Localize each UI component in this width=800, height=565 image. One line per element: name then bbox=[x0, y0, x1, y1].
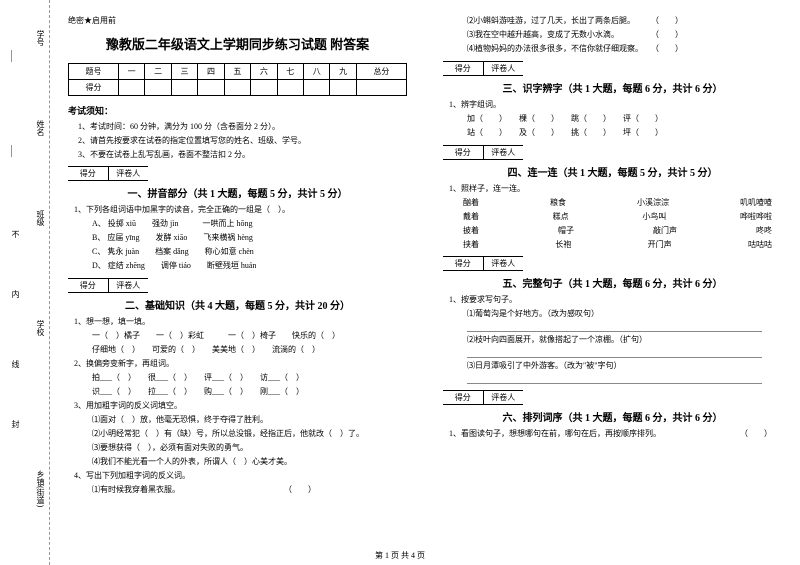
s5-i3: ⑶日月潭吸引了中外游客。（改为"被"字句） bbox=[467, 360, 782, 372]
s5-i2: ⑵枝叶向四面展开，就像搭起了一个凉棚。（扩句） bbox=[467, 334, 782, 346]
s4-r2: 披着 帽子 敲门声 咚咚 bbox=[463, 225, 772, 236]
s2-q3d: ⑷我们不能光看一个人的外表，所谓人（ ）心美才美。 bbox=[92, 456, 407, 468]
s2-q3a: ⑴面对（ ）放，他毫无恐惧，终于夺得了胜利。 bbox=[92, 414, 407, 426]
s5-i1: ⑴葡萄沟是个好地方。（改为感叹句） bbox=[467, 308, 782, 320]
bind-label-class: 班级 bbox=[35, 210, 46, 226]
th-2: 二 bbox=[145, 64, 171, 80]
s2-q4a: ⑴有时候我穿着黑衣服。 （ ） bbox=[92, 484, 407, 496]
sh-score: 得分 bbox=[68, 167, 109, 180]
bind-label-school: 学校 bbox=[35, 320, 46, 336]
bind-mark-feng: 封 bbox=[10, 420, 21, 428]
s2-q1a: 一（ ）橘子 一（ ）彩虹 一（ ）椅子 快乐的（ ） bbox=[92, 330, 407, 342]
binding-margin: 学号 姓名 班级 学校 乡镇(街道) ___ ___ 不 内 线 封 bbox=[0, 0, 50, 565]
s5-stem: 1、按要求写句子。 bbox=[449, 294, 782, 306]
s4-r1: 戴着 糕点 小鸟叫 哗啦哗啦 bbox=[463, 211, 772, 222]
sec-head-5: 得分 评卷人 bbox=[443, 256, 523, 271]
rt-2: ⑶我在空中越升越高，变成了无数小水滴。 （ ） bbox=[467, 29, 782, 41]
s1-title: 一、拼音部分（共 1 大题，每题 5 分，共计 5 分） bbox=[68, 185, 407, 200]
s4-stem: 1、照样子，连一连。 bbox=[449, 183, 782, 195]
left-column: 绝密★启用前 豫教版二年级语文上学期同步练习试题 附答案 题号 一 二 三 四 … bbox=[50, 0, 425, 565]
s1-b: B、 应届 yīng 发酵 xiāo 飞来横祸 hèng bbox=[92, 232, 407, 244]
s1-a: A、 投掷 xiū 强劲 jìn 一哄而上 hōng bbox=[92, 218, 407, 230]
s5-blank-2 bbox=[467, 348, 762, 358]
th-1: 一 bbox=[118, 64, 144, 80]
s2-q1b: 仔细地（ ） 可爱的（ ） 美美地（ ） 流淌的（ ） bbox=[92, 344, 407, 356]
th-5: 五 bbox=[224, 64, 250, 80]
s2-q2b: 识___（ ） 拉___（ ） 购___（ ） 刚___（ ） bbox=[92, 386, 407, 398]
sec-head-1: 得分 评卷人 bbox=[68, 166, 148, 181]
score-table: 题号 一 二 三 四 五 六 七 八 九 总分 得分 bbox=[68, 63, 407, 96]
notice-title: 考试须知： bbox=[68, 104, 407, 117]
s1-stem: 1、下列各组词语中加黑字的读音，完全正确的一组是（ ）。 bbox=[74, 204, 407, 216]
notice-2: 2、请首先按要求在试卷的指定位置填写您的姓名、班级、学号。 bbox=[78, 135, 407, 146]
th-8: 八 bbox=[304, 64, 330, 80]
s6-stem: 1、看图读句子，想想哪句在前，哪句在后，再按顺序排列。 （ ） bbox=[449, 428, 782, 440]
s2-q2a: 拍___（ ） 很___（ ） 评___（ ） 访___（ ） bbox=[92, 372, 407, 384]
bind-label-town: 乡镇(街道) bbox=[35, 470, 46, 507]
s1-d: D、 症结 zhēng 调停 tiáo 断壁残垣 huán bbox=[92, 260, 407, 272]
th-3: 三 bbox=[171, 64, 197, 80]
bind-label-xuehao: 学号 bbox=[35, 30, 46, 46]
s3-r2: 站（ ） 及（ ） 挑（ ） 坪（ ） bbox=[467, 127, 782, 139]
s4-title: 四、连一连（共 1 大题，每题 5 分，共计 5 分） bbox=[443, 164, 782, 179]
th-4: 四 bbox=[198, 64, 224, 80]
s3-r1: 加（ ） 棵（ ） 跳（ ） 评（ ） bbox=[467, 113, 782, 125]
s2-q3: 3、用加粗字词的反义词填空。 bbox=[74, 400, 407, 412]
s6-title: 六、排列词序（共 1 大题，每题 6 分，共计 6 分） bbox=[443, 409, 782, 424]
bind-mark-0: ___ bbox=[10, 50, 19, 62]
bind-mark-2: 不 bbox=[10, 230, 21, 238]
right-column: ⑵小蝌蚪游哇游，过了几天，长出了两条后腿。 （ ） ⑶我在空中越升越高，变成了无… bbox=[425, 0, 800, 565]
s5-blank-1 bbox=[467, 322, 762, 332]
s3-stem: 1、辨字组词。 bbox=[449, 99, 782, 111]
s5-blank-3 bbox=[467, 374, 762, 384]
s4-r3: 挟着 长袍 开门声 咕咕咕 bbox=[463, 239, 772, 250]
rt-3: ⑷植物妈妈的办法很多很多，不信你就仔细观察。 （ ） bbox=[467, 43, 782, 55]
s2-title: 二、基础知识（共 4 大题，每题 5 分，共计 20 分） bbox=[68, 297, 407, 312]
page-footer: 第 1 页 共 4 页 bbox=[0, 550, 800, 561]
secret-mark: 绝密★启用前 bbox=[68, 15, 407, 26]
s2-q3b: ⑵小明经常犯（ ）有（缺）号，所以总没锻，经指正后，他就改（ ）了。 bbox=[92, 428, 407, 440]
notice-1: 1、考试时间：60 分钟，满分为 100 分（含卷面分 2 分）。 bbox=[78, 121, 407, 132]
s5-title: 五、完整句子（共 1 大题，每题 6 分，共计 6 分） bbox=[443, 275, 782, 290]
sec-head-4: 得分 评卷人 bbox=[443, 145, 523, 160]
exam-title: 豫教版二年级语文上学期同步练习试题 附答案 bbox=[68, 34, 407, 53]
s2-q4: 4、写出下列加粗字词的反义词。 bbox=[74, 470, 407, 482]
sec-head-3: 得分 评卷人 bbox=[443, 61, 523, 76]
row-label: 得分 bbox=[69, 80, 119, 96]
th-7: 七 bbox=[277, 64, 303, 80]
sec-head-6: 得分 评卷人 bbox=[443, 390, 523, 405]
bind-label-name: 姓名 bbox=[35, 120, 46, 136]
bind-mark-1: ___ bbox=[10, 145, 19, 157]
rt-1: ⑵小蝌蚪游哇游，过了几天，长出了两条后腿。 （ ） bbox=[467, 15, 782, 27]
bind-mark-xian: 线 bbox=[10, 360, 21, 368]
s3-title: 三、识字辨字（共 1 大题，每题 6 分，共计 6 分） bbox=[443, 80, 782, 95]
s2-q3c: ⑶要想获得（ ），必须有面对失败的勇气。 bbox=[92, 442, 407, 454]
bind-mark-in: 内 bbox=[10, 290, 21, 298]
th-6: 六 bbox=[251, 64, 277, 80]
s4-r0: 酗着 粮食 小溪淙淙 叽叽喳喳 bbox=[463, 197, 772, 208]
s1-c: C、 隽永 juàn 档案 dǎng 称心如意 chèn bbox=[92, 246, 407, 258]
sec-head-2: 得分 评卷人 bbox=[68, 278, 148, 293]
s2-q2: 2、换偏旁变新字，再组词。 bbox=[74, 358, 407, 370]
s2-q1: 1、想一想，填一填。 bbox=[74, 316, 407, 328]
th-0: 题号 bbox=[69, 64, 119, 80]
th-10: 总分 bbox=[356, 64, 406, 80]
notice-3: 3、不要在试卷上乱写乱画，卷面不整洁扣 2 分。 bbox=[78, 149, 407, 160]
th-9: 九 bbox=[330, 64, 356, 80]
sh-grader: 评卷人 bbox=[109, 167, 149, 180]
